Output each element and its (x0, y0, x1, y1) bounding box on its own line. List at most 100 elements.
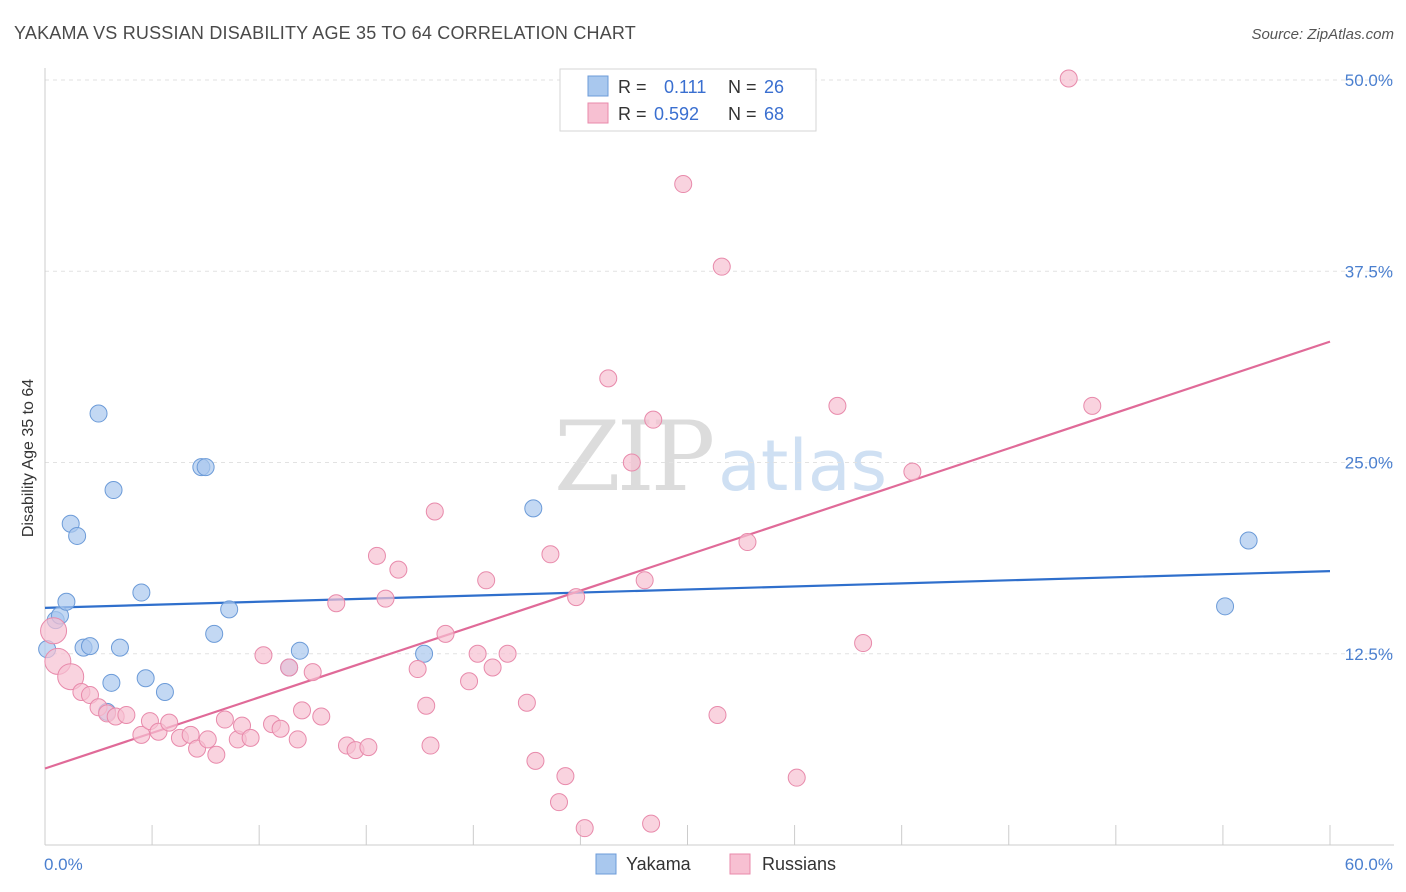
chart-source: Source: ZipAtlas.com (1251, 26, 1394, 43)
point-russians (436, 624, 455, 643)
legend-n-label-russians: N = (728, 104, 757, 124)
bottom-legend-swatch-yakama (595, 853, 617, 875)
point-russians (271, 719, 290, 738)
point-yakama (57, 592, 76, 611)
point-russians (312, 707, 331, 726)
point-yakama (104, 481, 123, 500)
point-yakama (102, 673, 121, 692)
point-russians (57, 663, 85, 691)
point-russians (207, 745, 226, 764)
point-yakama (136, 669, 155, 688)
point-russians (644, 410, 663, 429)
point-russians (215, 710, 234, 729)
point-russians (293, 701, 311, 720)
point-russians (708, 705, 727, 724)
legend-n-value-russians: 68 (764, 104, 784, 124)
trend-lines (44, 340, 1331, 770)
point-russians (712, 257, 731, 276)
point-yakama (524, 499, 543, 518)
point-russians (132, 725, 151, 744)
legend-r-label-russians: R = (618, 104, 647, 124)
legend-swatch-yakama (587, 75, 609, 97)
point-russians (674, 175, 693, 194)
point-russians (468, 644, 487, 663)
point-russians (526, 751, 545, 770)
data-points (38, 69, 1258, 838)
point-yakama (196, 458, 215, 477)
watermark-atlas: atlas (718, 425, 887, 507)
chart-title: YAKAMA VS RUSSIAN DISABILITY AGE 35 TO 6… (14, 23, 636, 43)
x-tick-label-end: 60.0% (1345, 855, 1393, 874)
bottom-legend-label-russians: Russians (762, 854, 836, 874)
legend: R = 0.111 N = 26 R = 0.592 N = 68 (559, 68, 817, 132)
point-russians (425, 502, 444, 521)
y-tick-label: 12.5% (1345, 645, 1393, 664)
point-russians (787, 768, 806, 787)
point-russians (117, 705, 136, 724)
point-russians (359, 738, 378, 757)
point-yakama (68, 526, 87, 545)
point-yakama (205, 624, 224, 643)
legend-r-value-yakama: 0.111 (664, 77, 706, 97)
point-russians (460, 672, 479, 691)
point-russians (498, 644, 517, 663)
point-russians (241, 728, 260, 747)
point-russians (254, 646, 273, 665)
point-russians (642, 814, 661, 833)
point-russians (477, 571, 496, 590)
point-yakama (132, 583, 151, 602)
y-tick-label: 50.0% (1345, 71, 1393, 90)
point-yakama (89, 404, 108, 423)
point-russians (303, 663, 322, 682)
point-russians (367, 546, 386, 565)
point-yakama (80, 637, 99, 656)
point-yakama (155, 683, 174, 701)
point-russians (288, 730, 307, 749)
point-yakama (220, 600, 239, 619)
point-russians (635, 571, 654, 590)
trend-line-yakama (44, 570, 1331, 609)
point-russians (541, 545, 560, 564)
point-yakama (290, 641, 309, 660)
axes: 12.5% 25.0% 37.5% 50.0% 0.0% 60.0% (44, 68, 1394, 874)
point-yakama (415, 644, 434, 663)
point-russians (417, 696, 436, 715)
point-russians (421, 736, 440, 755)
legend-n-label-yakama: N = (728, 77, 757, 97)
point-russians (567, 588, 586, 607)
point-russians (280, 658, 299, 677)
bottom-legend-label-yakama: Yakama (626, 854, 692, 874)
x-tick-label-start: 0.0% (44, 855, 83, 874)
point-russians (1059, 69, 1078, 88)
point-yakama (1239, 531, 1258, 550)
point-russians (903, 462, 922, 481)
point-russians (556, 767, 575, 786)
point-russians (483, 658, 502, 677)
point-russians (376, 589, 395, 608)
point-russians (327, 594, 346, 613)
point-russians (550, 793, 568, 812)
legend-r-label-yakama: R = (618, 77, 647, 97)
bottom-legend-swatch-russians (729, 853, 751, 875)
bottom-legend: Yakama Russians (595, 853, 836, 875)
point-russians (80, 686, 99, 705)
point-russians (233, 716, 252, 735)
legend-swatch-russians (587, 102, 609, 124)
point-russians (389, 560, 408, 579)
y-tick-label: 37.5% (1345, 262, 1393, 281)
point-russians (1083, 396, 1102, 415)
trend-line-russians (44, 340, 1331, 770)
point-russians (738, 533, 757, 552)
point-russians (160, 713, 179, 732)
point-russians (599, 369, 618, 388)
point-russians (622, 453, 641, 472)
point-russians (575, 819, 594, 838)
point-yakama (110, 638, 129, 657)
y-axis-label: Disability Age 35 to 64 (20, 379, 37, 537)
gridlines (45, 79, 1394, 655)
point-russians (828, 396, 847, 415)
point-russians (40, 617, 68, 645)
point-russians (408, 660, 427, 679)
legend-n-value-yakama: 26 (764, 77, 784, 97)
